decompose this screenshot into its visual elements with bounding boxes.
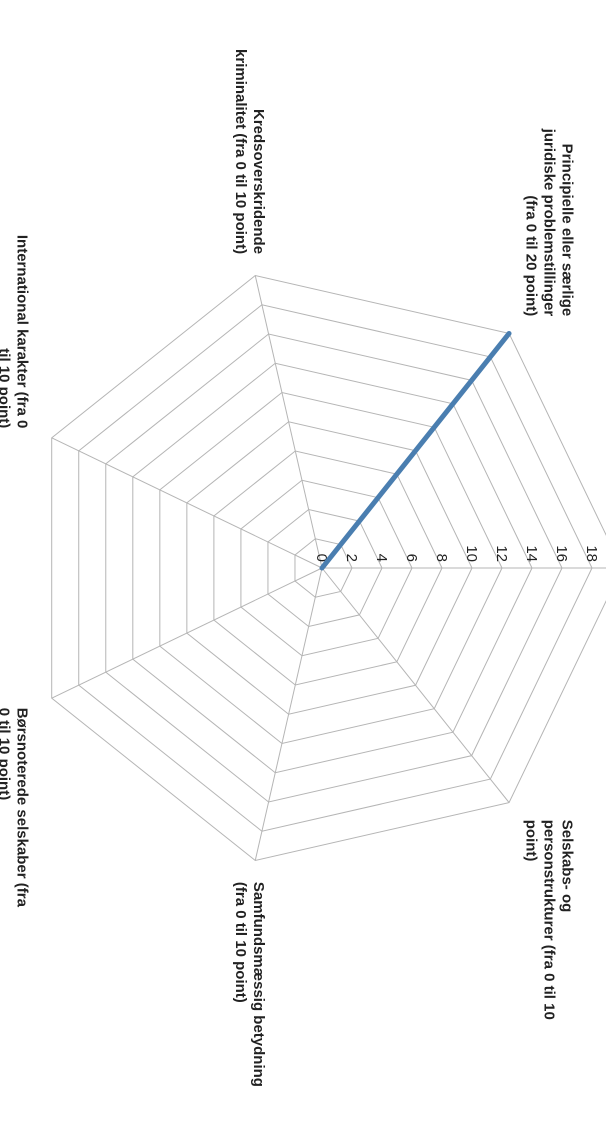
tick-label-10: 10 — [463, 545, 480, 562]
tick-label-4: 4 — [373, 554, 390, 562]
tick-label-18: 18 — [583, 545, 600, 562]
axis-label-5: International karakter (fra 0til 10 poin… — [0, 235, 30, 428]
grid-ring-4 — [267, 508, 383, 628]
grid-ring-2 — [294, 538, 353, 598]
axis-label-3: Samfundsmæssig betydning(fra 0 til 10 po… — [232, 882, 267, 1087]
series-point-6 — [320, 566, 324, 570]
axis-label-7: Principielle eller særligejuridiske prob… — [522, 128, 575, 317]
grid-ring-12 — [159, 391, 503, 745]
grid-ring-16 — [105, 333, 563, 803]
tick-label-12: 12 — [493, 545, 510, 562]
tick-label-16: 16 — [553, 545, 570, 562]
axis-label-2: Selskabs- ogpersonstrukturer (fra 0 til … — [522, 820, 575, 1020]
tick-label-0: 0 — [313, 554, 330, 562]
radar-plot-area: 02468101214161820Tab (fra 0 til 10 point… — [0, 49, 606, 1087]
axis-spoke-4 — [51, 567, 323, 699]
tick-label-8: 8 — [433, 554, 450, 562]
grid-ring-6 — [240, 479, 413, 657]
grid-ring-14 — [132, 362, 533, 774]
grid-ring-18 — [78, 304, 593, 832]
tick-label-14: 14 — [523, 545, 540, 562]
axis-label-6: Kredsoverskridendekriminalitet (fra 0 ti… — [232, 49, 267, 254]
grid-ring-8 — [213, 450, 443, 686]
series-line-1 — [319, 330, 512, 571]
axis-spoke-2 — [321, 567, 510, 803]
grid-ring-10 — [186, 421, 473, 715]
grid-ring-20 — [51, 274, 606, 862]
axis-spoke-3 — [254, 567, 323, 861]
tick-label-2: 2 — [343, 554, 360, 562]
tick-label-6: 6 — [403, 554, 420, 562]
axis-spoke-5 — [51, 437, 323, 569]
axis-spoke-6 — [254, 275, 323, 569]
series-point-7 — [507, 331, 511, 335]
